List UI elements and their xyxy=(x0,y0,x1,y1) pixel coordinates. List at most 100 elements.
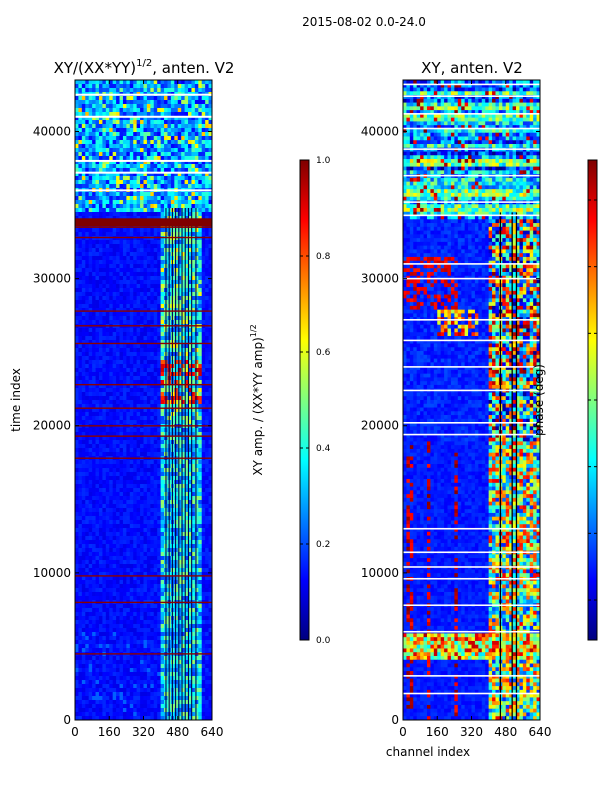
left-heatmap-cell xyxy=(102,248,107,253)
left-heatmap-cell xyxy=(81,572,86,577)
left-heatmap-cell xyxy=(143,372,148,377)
left-heatmap-cell xyxy=(143,396,148,401)
left-heatmap-cell xyxy=(95,204,100,209)
left-heatmap-cell xyxy=(153,408,158,413)
left-heatmap-cell xyxy=(78,304,83,309)
left-heatmap-cell xyxy=(194,116,199,121)
left-heatmap-cell xyxy=(160,296,165,301)
left-heatmap-cell xyxy=(177,420,182,425)
left-heatmap-cell xyxy=(81,472,86,477)
left-heatmap-cell xyxy=(122,364,127,369)
left-heatmap-cell xyxy=(174,396,179,401)
left-heatmap-cell xyxy=(122,464,127,469)
left-heatmap-cell xyxy=(122,544,127,549)
left-heatmap-cell xyxy=(92,136,96,141)
left-heatmap-cell xyxy=(88,564,93,569)
left-heatmap-cell xyxy=(136,180,141,185)
left-heatmap-cell xyxy=(95,468,100,473)
left-heatmap-cell xyxy=(126,460,131,465)
left-heatmap-cell xyxy=(181,428,185,433)
left-heatmap-cell xyxy=(188,376,192,381)
left-heatmap-cell xyxy=(92,268,96,273)
left-heatmap-cell xyxy=(88,184,93,189)
left-heatmap-cell xyxy=(78,368,83,373)
left-heatmap-cell xyxy=(143,208,148,213)
left-heatmap-cell xyxy=(205,116,209,121)
left-heatmap-cell xyxy=(122,564,127,569)
left-heatmap-cell xyxy=(92,368,96,373)
left-heatmap-cell xyxy=(146,244,151,249)
left-heatmap-cell xyxy=(81,372,86,377)
left-heatmap-cell xyxy=(109,540,114,545)
left-heatmap-cell xyxy=(201,356,206,361)
left-heatmap-cell xyxy=(177,428,182,433)
left-heatmap-cell xyxy=(116,336,120,341)
left-heatmap-cell xyxy=(140,508,144,513)
left-heatmap-cell xyxy=(102,460,107,465)
left-heatmap-cell xyxy=(146,328,151,333)
left-heatmap-cell xyxy=(194,196,199,201)
left-heatmap-cell xyxy=(78,168,83,173)
left-heatmap-cell xyxy=(167,120,172,125)
left-heatmap-cell xyxy=(75,172,79,177)
left-heatmap-cell xyxy=(194,488,199,493)
left-heatmap-cell xyxy=(75,396,79,401)
left-heatmap-cell xyxy=(198,344,203,349)
left-heatmap-cell xyxy=(191,412,196,417)
left-heatmap-cell xyxy=(112,348,117,353)
left-heatmap-cell xyxy=(98,164,103,169)
left-heatmap-cell xyxy=(133,172,138,177)
left-heatmap-cell xyxy=(109,500,114,505)
left-heatmap-cell xyxy=(75,264,79,269)
left-heatmap-cell xyxy=(78,408,83,413)
left-heatmap-cell xyxy=(153,156,158,161)
left-heatmap-cell xyxy=(126,552,131,557)
left-heatmap-cell xyxy=(194,388,199,393)
left-heatmap-cell xyxy=(140,492,144,497)
left-heatmap-cell xyxy=(92,228,96,233)
left-heatmap-cell xyxy=(181,144,185,149)
left-heatmap-cell xyxy=(201,412,206,417)
left-heatmap-cell xyxy=(102,100,107,105)
left-heatmap-cell xyxy=(205,380,209,385)
left-heatmap-cell xyxy=(146,540,151,545)
left-heatmap-cell xyxy=(146,196,151,201)
left-heatmap-cell xyxy=(167,172,172,177)
left-heatmap-cell xyxy=(167,152,172,157)
left-heatmap-cell xyxy=(133,440,138,445)
left-heatmap-cell xyxy=(177,308,182,313)
left-heatmap-cell xyxy=(116,284,120,289)
left-heatmap-cell xyxy=(143,564,148,569)
left-heatmap-cell xyxy=(153,452,158,457)
left-heatmap-cell xyxy=(85,112,90,117)
left-heatmap-cell xyxy=(109,348,114,353)
left-heatmap-cell xyxy=(198,332,203,337)
left-heatmap-cell xyxy=(208,368,212,373)
left-heatmap-cell xyxy=(102,284,107,289)
left-heatmap-cell xyxy=(81,336,86,341)
left-heatmap-cell xyxy=(129,508,134,513)
left-heatmap-cell xyxy=(98,288,103,293)
left-heatmap-cell xyxy=(181,440,185,445)
left-heatmap-cell xyxy=(92,296,96,301)
left-heatmap-cell xyxy=(160,368,165,373)
left-heatmap-cell xyxy=(184,320,189,325)
left-heatmap-cell xyxy=(140,112,144,117)
left-heatmap-cell xyxy=(102,372,107,377)
left-heatmap-cell xyxy=(92,440,96,445)
left-heatmap-cell xyxy=(98,184,103,189)
left-heatmap-cell xyxy=(174,548,179,553)
left-heatmap-cell xyxy=(150,560,155,565)
left-heatmap-cell xyxy=(85,344,90,349)
left-heatmap-cell xyxy=(129,100,134,105)
left-heatmap-cell xyxy=(194,500,199,505)
left-heatmap-cell xyxy=(143,84,148,89)
left-heatmap-cell xyxy=(98,400,103,405)
left-heatmap-cell xyxy=(143,432,148,437)
left-heatmap-cell xyxy=(116,292,120,297)
left-heatmap-cell xyxy=(160,264,165,269)
left-heatmap-cell xyxy=(205,368,209,373)
left-heatmap-cell xyxy=(92,532,96,537)
left-heatmap-cell xyxy=(95,104,100,109)
left-heatmap-cell xyxy=(109,100,114,105)
